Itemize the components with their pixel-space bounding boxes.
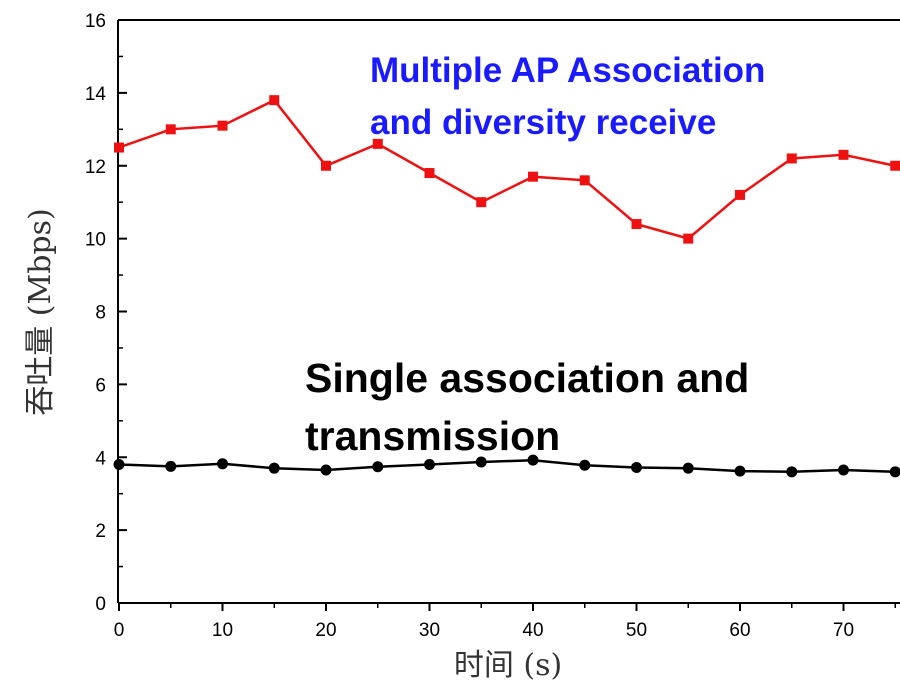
- y-tick-label: 4: [95, 448, 106, 469]
- data-point-circle: [631, 461, 642, 473]
- data-point-square: [579, 175, 590, 186]
- x-tick-label: 0: [114, 620, 125, 641]
- data-point-square: [269, 95, 280, 106]
- data-point-square: [476, 197, 487, 208]
- data-point-square: [165, 124, 176, 135]
- data-point-circle: [475, 456, 487, 468]
- data-point-circle: [372, 461, 384, 473]
- y-tick-label: 0: [95, 594, 106, 615]
- label-layer: 时间 (s) 吞吐量 (Mbps) Multiple AP Association a…: [23, 51, 765, 683]
- x-tick-label: 70: [833, 620, 854, 641]
- data-point-circle: [682, 462, 694, 474]
- x-tick-label: 50: [626, 620, 647, 641]
- data-point-circle: [268, 462, 280, 474]
- y-tick-label: 2: [95, 521, 106, 542]
- data-point-square: [372, 138, 383, 149]
- x-axis-label: 时间 (s): [454, 648, 562, 683]
- x-tick-label: 30: [419, 620, 440, 641]
- data-point-circle: [165, 460, 177, 472]
- x-tick-label: 20: [315, 620, 336, 641]
- data-point-square: [786, 153, 797, 164]
- data-point-circle: [838, 464, 849, 476]
- data-point-circle: [786, 466, 798, 478]
- data-point-circle: [734, 465, 746, 477]
- data-point-square: [683, 233, 694, 244]
- data-point-square: [890, 160, 900, 171]
- x-tick-label: 10: [212, 620, 233, 641]
- y-tick-label: 8: [95, 303, 106, 324]
- data-point-square: [838, 149, 849, 160]
- data-point-circle: [320, 464, 332, 476]
- series-layer: [113, 95, 900, 478]
- y-tick-label: 14: [85, 84, 107, 105]
- series-line-0: [118, 98, 896, 240]
- x-tick-label: 60: [729, 620, 750, 641]
- series-line-1: [118, 458, 896, 474]
- data-point-circle: [424, 459, 435, 471]
- axes-layer: 0 2 4 6 8 10 12 14 16 0 10 20 30 40 50 60 70: [85, 11, 900, 641]
- y-tick-label: 12: [85, 157, 106, 178]
- data-point-square: [114, 142, 124, 153]
- data-point-circle: [217, 458, 228, 470]
- data-point-circle: [889, 466, 900, 478]
- data-point-circle: [579, 459, 591, 471]
- data-point-square: [631, 219, 642, 230]
- data-point-square: [424, 168, 435, 179]
- data-point-square: [528, 171, 538, 182]
- data-point-square: [217, 120, 228, 131]
- y-tick-label: 6: [95, 375, 106, 396]
- data-point-square: [735, 189, 745, 200]
- data-point-circle: [527, 454, 539, 466]
- annotation-single-line1: Single association and: [305, 355, 749, 401]
- x-tick-label: 40: [522, 620, 543, 641]
- annotation-single-line2: transmission: [305, 413, 560, 459]
- data-point-circle: [113, 459, 125, 471]
- annotation-multi-ap-line1: Multiple AP Association: [370, 51, 765, 90]
- y-tick-label: 10: [85, 230, 106, 251]
- data-point-square: [321, 160, 331, 171]
- y-tick-label: 16: [85, 11, 106, 32]
- y-axis-label: 吞吐量 (Mbps): [23, 208, 58, 415]
- annotation-multi-ap-line2: and diversity receive: [370, 103, 716, 142]
